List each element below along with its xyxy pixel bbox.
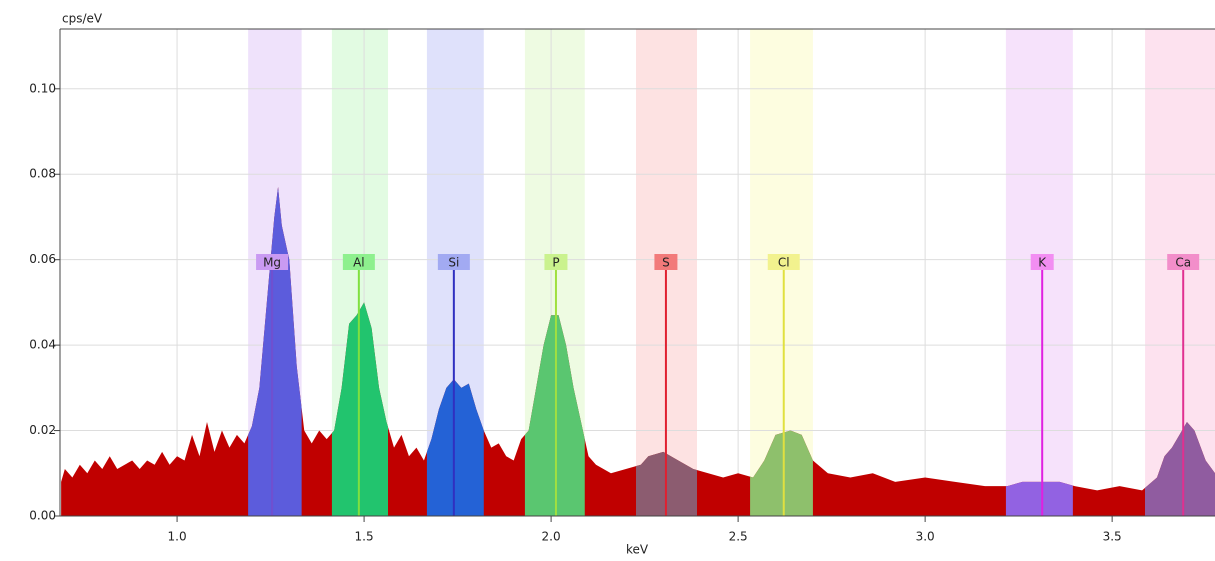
y-tick-label: 0.06 bbox=[29, 252, 56, 266]
y-axis-label: cps/eV bbox=[62, 12, 103, 26]
element-label-box bbox=[437, 254, 470, 270]
x-tick-label: 1.0 bbox=[168, 530, 187, 544]
y-tick-label: 0.08 bbox=[29, 167, 56, 181]
element-label-box bbox=[544, 254, 568, 270]
element-label-box bbox=[342, 254, 375, 270]
element-peak-fill bbox=[524, 315, 585, 516]
element-label: Al bbox=[353, 256, 365, 270]
y-tick-label: 0.02 bbox=[29, 423, 56, 437]
element-label: S bbox=[662, 256, 670, 270]
element-peak-fill bbox=[426, 379, 484, 516]
element-peak-fill bbox=[1145, 422, 1215, 516]
element-label-box bbox=[256, 254, 289, 270]
y-tick-label: 0.00 bbox=[29, 509, 56, 523]
y-tick-label: 0.04 bbox=[29, 338, 56, 352]
element-label: Ca bbox=[1175, 256, 1191, 270]
element-label: Cl bbox=[778, 256, 790, 270]
element-label-box bbox=[1030, 254, 1054, 270]
element-label-box bbox=[767, 254, 800, 270]
x-tick-label: 2.0 bbox=[542, 530, 561, 544]
element-band bbox=[1005, 29, 1073, 516]
element-peak-fill bbox=[750, 430, 813, 516]
element-label-box bbox=[1167, 254, 1200, 270]
x-tick-label: 2.5 bbox=[729, 530, 748, 544]
element-label: K bbox=[1038, 256, 1047, 270]
x-tick-label: 3.0 bbox=[916, 530, 935, 544]
x-tick-label: 3.5 bbox=[1103, 530, 1122, 544]
element-label: Mg bbox=[263, 256, 281, 270]
element-peak-fill bbox=[1005, 481, 1073, 516]
element-label: P bbox=[552, 256, 559, 270]
element-label-box bbox=[654, 254, 678, 270]
y-tick-label: 0.10 bbox=[29, 81, 56, 95]
x-tick-label: 1.5 bbox=[355, 530, 374, 544]
x-axis-label: keV bbox=[626, 543, 649, 557]
element-peak-fill bbox=[248, 187, 302, 516]
element-label: Si bbox=[448, 256, 459, 270]
element-peak-fill bbox=[331, 302, 389, 516]
